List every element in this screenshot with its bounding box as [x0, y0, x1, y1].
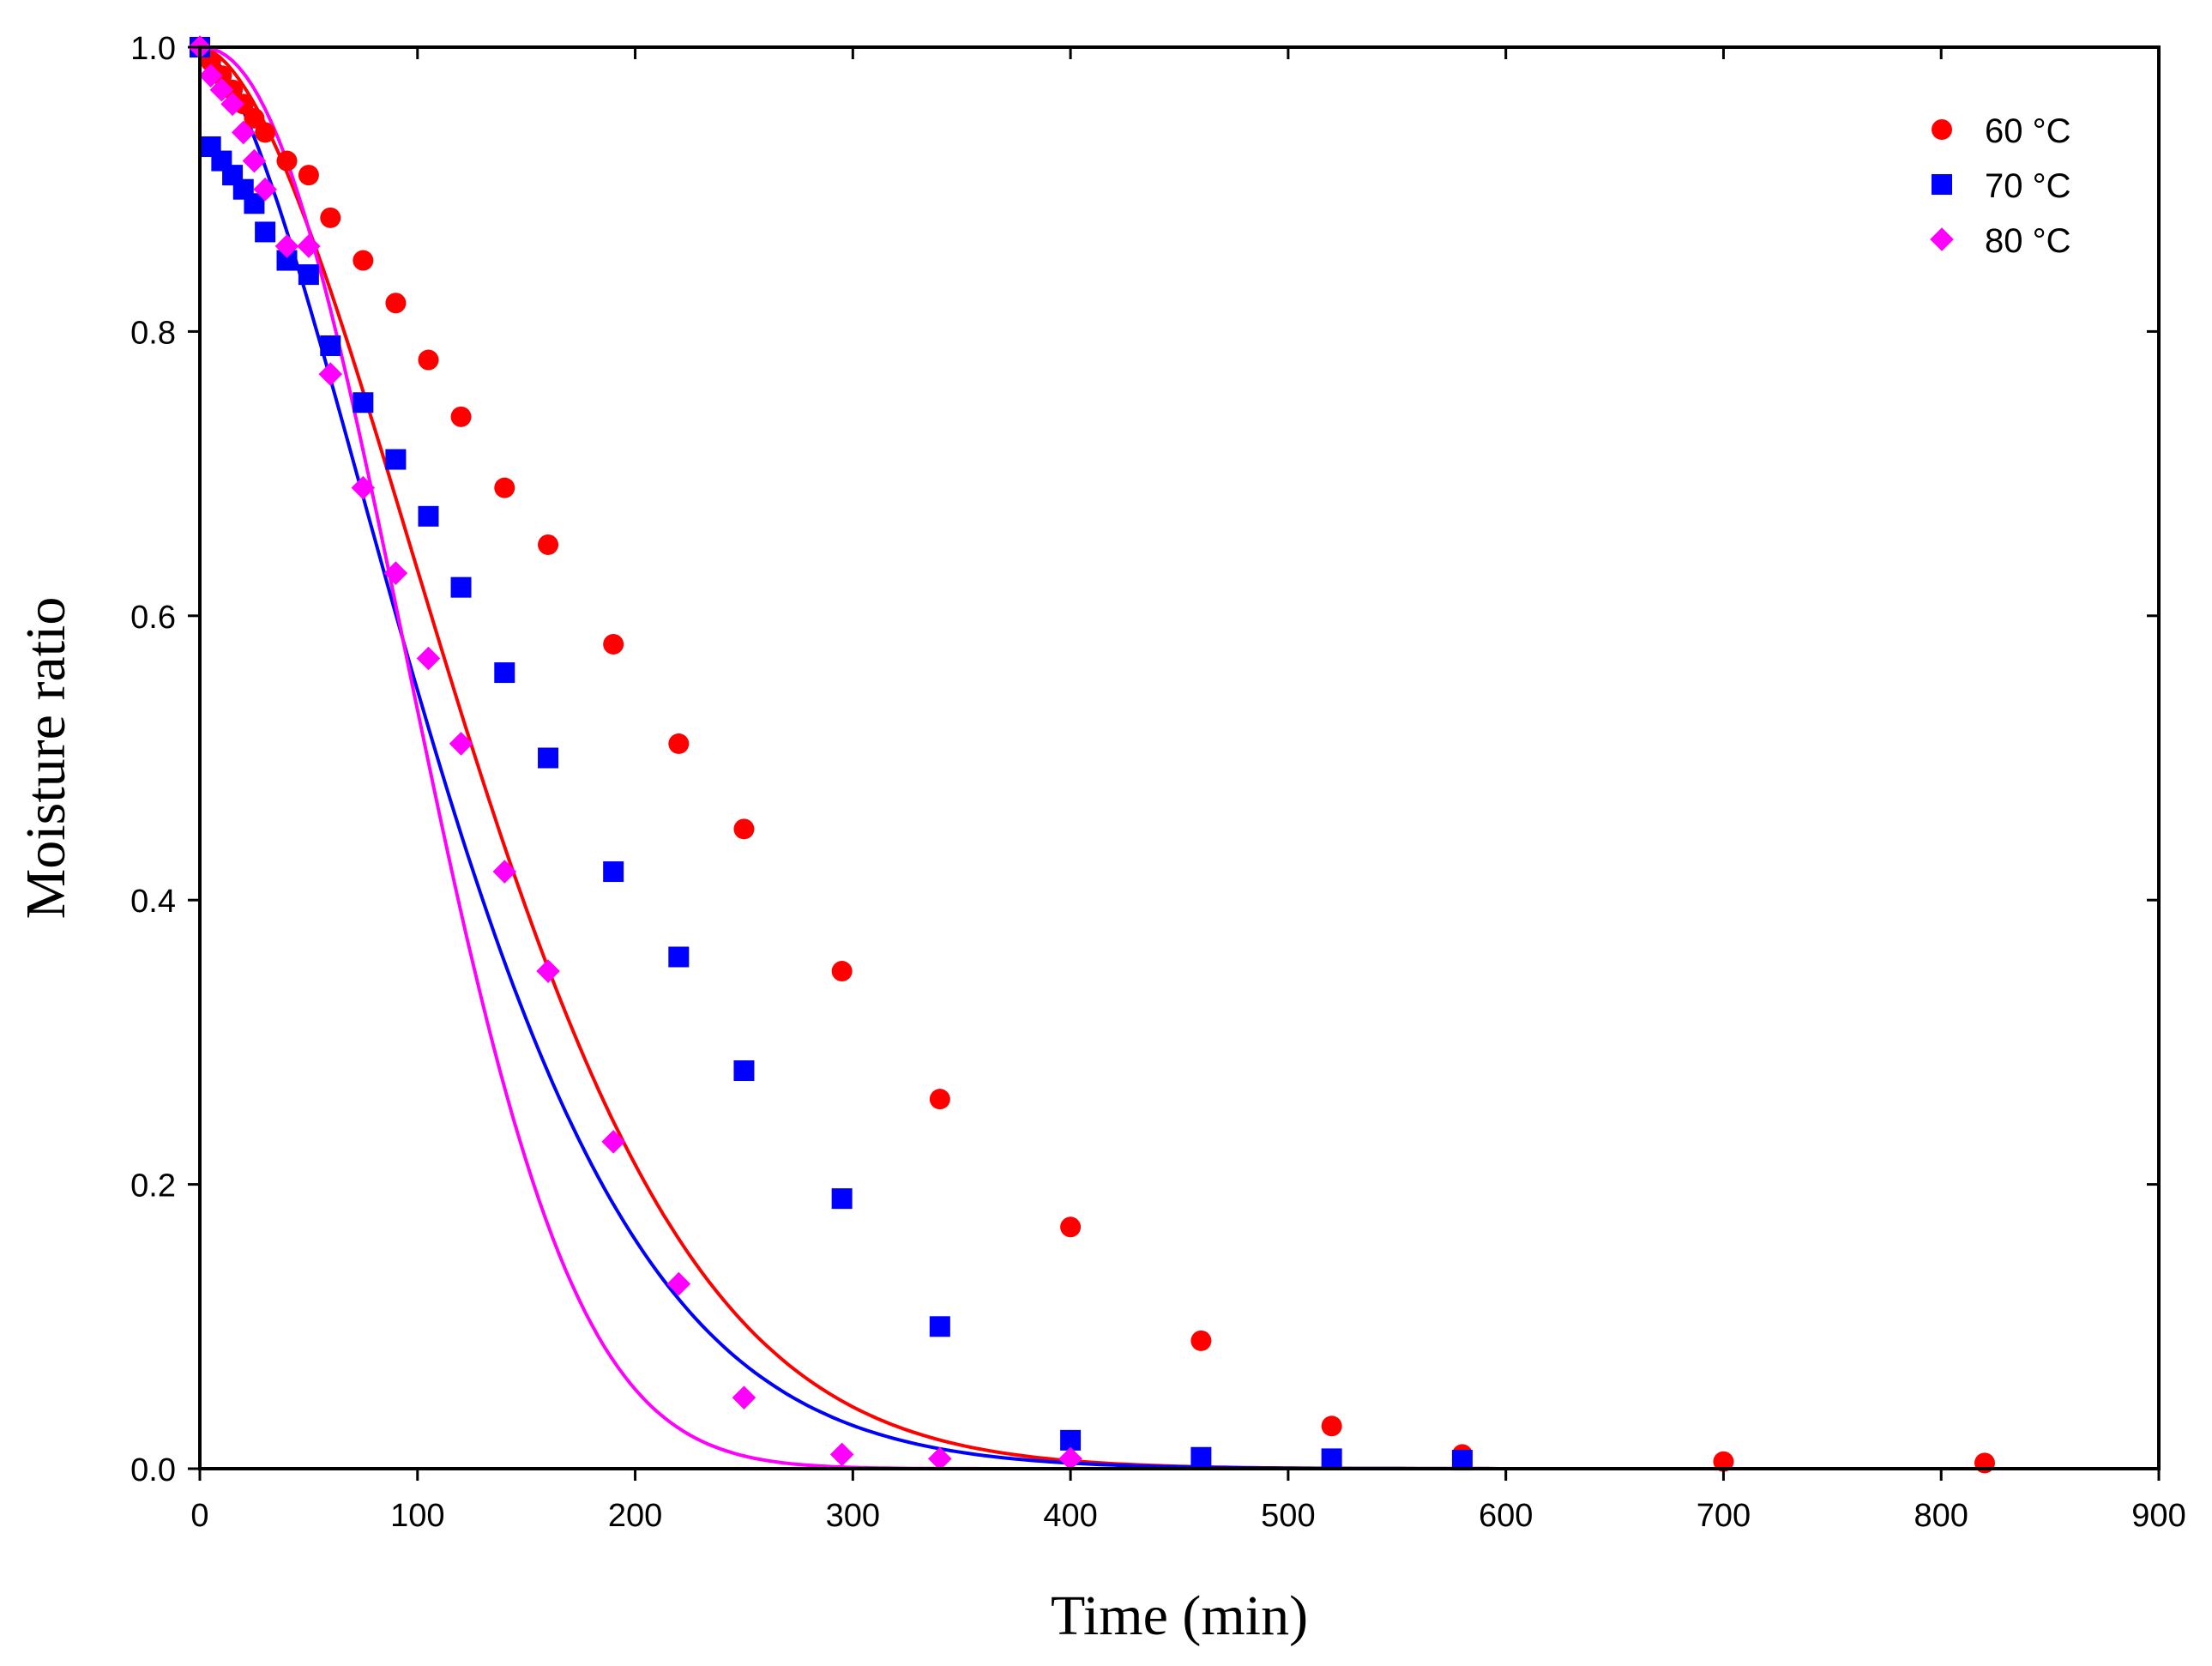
data-point — [1060, 1216, 1082, 1238]
data-point — [416, 646, 441, 671]
x-tick-label: 0 — [190, 1498, 208, 1534]
data-point — [418, 349, 439, 371]
data-point — [385, 293, 407, 314]
data-point — [928, 1446, 952, 1471]
data-point — [318, 362, 343, 386]
data-point — [494, 477, 515, 498]
data-point — [276, 150, 298, 172]
data-point — [492, 860, 517, 884]
legend-label: 60 °C — [1985, 112, 2071, 150]
data-point — [831, 1188, 853, 1210]
data-point — [255, 122, 276, 143]
x-tick-label: 200 — [608, 1498, 662, 1534]
data-point — [829, 1442, 854, 1467]
y-tick-label: 1.0 — [130, 31, 176, 67]
data-point — [353, 392, 374, 413]
data-point — [1321, 1415, 1342, 1437]
data-point — [831, 961, 853, 982]
axes: 0 100 200 300 400 500 600 700 800 900 0.0 0.2 0.4 0.6… — [130, 31, 2186, 1534]
data-point — [494, 662, 515, 684]
y-tick-label: 0.8 — [130, 315, 176, 351]
data-point — [298, 165, 319, 186]
x-tick-label: 900 — [2131, 1498, 2185, 1534]
x-tick-label: 500 — [1261, 1498, 1315, 1534]
data-point — [298, 264, 319, 286]
data-point — [449, 732, 473, 756]
data-point — [536, 959, 560, 983]
data-point — [732, 1385, 756, 1409]
data-point — [538, 534, 559, 555]
x-tick-label: 400 — [1043, 1498, 1097, 1534]
data-point — [320, 335, 341, 356]
data-point — [418, 505, 439, 527]
data-point — [274, 234, 299, 258]
x-tick-label: 600 — [1479, 1498, 1533, 1534]
data-point — [450, 406, 472, 427]
legend-marker — [1932, 174, 1952, 195]
legend-marker — [1930, 227, 1954, 251]
data-point — [603, 633, 624, 655]
data-point — [351, 475, 376, 500]
data-point — [242, 148, 267, 173]
y-tick-label: 0.0 — [130, 1452, 176, 1488]
legend-label: 80 °C — [1985, 222, 2071, 260]
y-tick-label: 0.4 — [130, 884, 176, 920]
data-point — [297, 234, 321, 258]
legend: 60 °C 70 °C 80 °C — [1930, 112, 2071, 260]
data-point — [1321, 1448, 1342, 1470]
data-point — [198, 63, 223, 88]
data-point — [733, 1060, 755, 1082]
data-point — [538, 747, 559, 769]
data-point — [929, 1089, 950, 1110]
y-tick-label: 0.2 — [130, 1168, 176, 1204]
data-point — [668, 946, 690, 968]
y-tick-label: 0.6 — [130, 600, 176, 636]
data-point — [220, 92, 244, 117]
data-point — [385, 449, 407, 470]
data-point — [666, 1271, 691, 1296]
data-point — [244, 107, 265, 129]
y-axis-title: Moisture ratio — [15, 597, 77, 920]
x-tick-label: 700 — [1697, 1498, 1751, 1534]
data-point — [668, 733, 690, 754]
data-point — [253, 177, 277, 202]
x-axis-title: Time (min) — [1051, 1585, 1308, 1647]
data-point — [1190, 1446, 1212, 1468]
data-point — [733, 818, 755, 840]
data-point — [450, 576, 472, 598]
data-point — [231, 120, 256, 145]
data-point — [209, 77, 234, 102]
data-point — [320, 207, 341, 228]
legend-marker — [1932, 119, 1952, 140]
data-point — [383, 561, 408, 585]
data-point — [1713, 1451, 1734, 1472]
x-tick-label: 300 — [826, 1498, 880, 1534]
data-point — [1190, 1330, 1212, 1351]
data-point — [1058, 1446, 1082, 1471]
data-point — [255, 221, 276, 243]
data-point — [601, 1130, 625, 1154]
data-point — [353, 250, 374, 271]
x-tick-label: 800 — [1914, 1498, 1968, 1534]
x-tick-label: 100 — [390, 1498, 444, 1534]
plot-frame — [198, 45, 2161, 1470]
legend-label: 70 °C — [1985, 167, 2071, 205]
data-point — [929, 1316, 950, 1337]
data-point — [603, 861, 624, 883]
